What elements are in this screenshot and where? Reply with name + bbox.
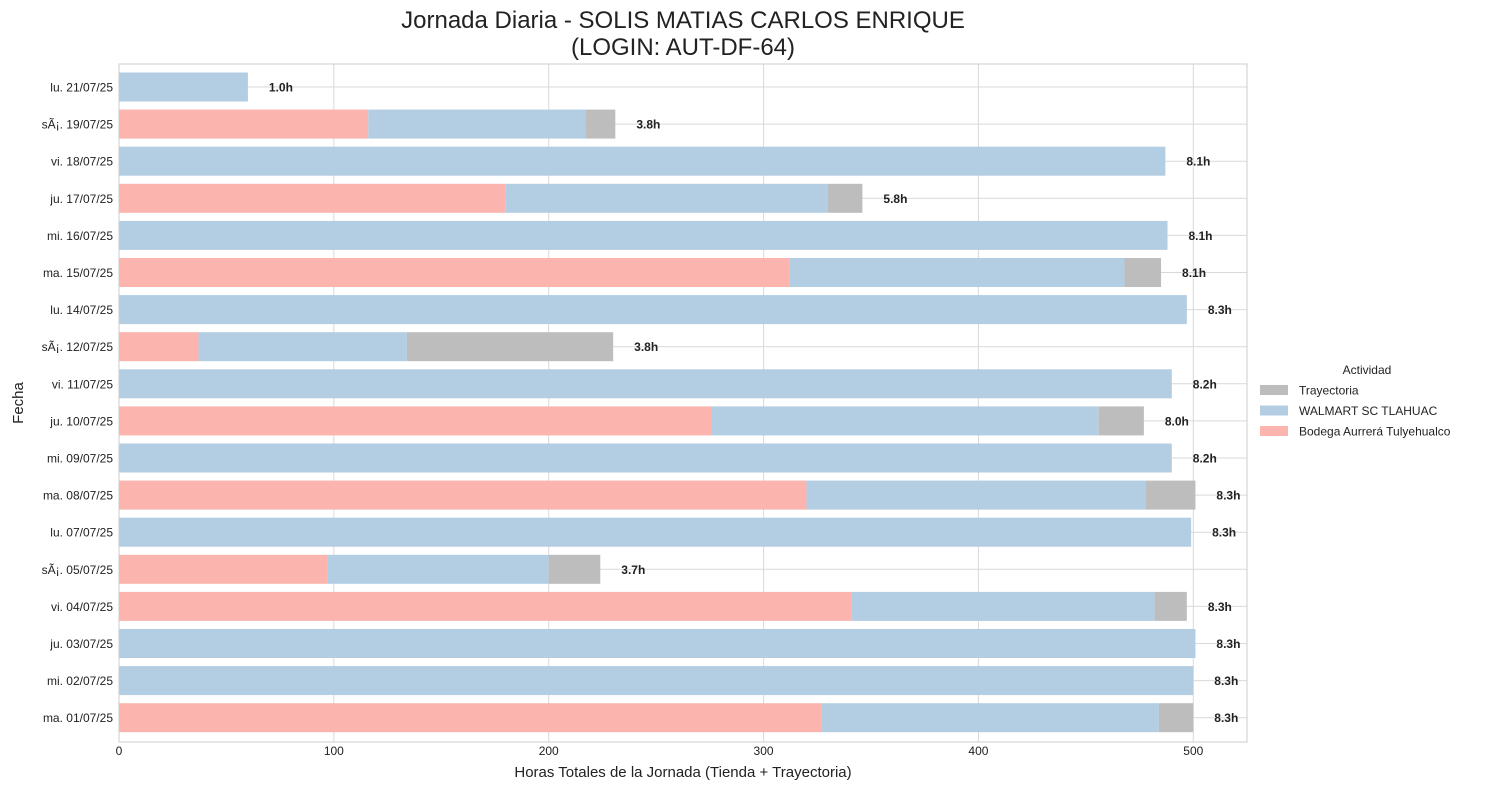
y-tick-label: vi. 04/07/25 (51, 600, 113, 614)
chart-title: Jornada Diaria - SOLIS MATIAS CARLOS ENR… (401, 7, 965, 34)
bar-segment (119, 629, 1196, 658)
bar-segment (198, 332, 407, 362)
y-tick-label: sÃ¡. 05/07/25 (42, 563, 114, 577)
bar-value-label: 8.2h (1193, 377, 1217, 391)
bar-segment (119, 295, 1187, 325)
bar-value-label: 8.3h (1216, 637, 1240, 651)
bar-segment (585, 109, 616, 139)
bar-value-label: 8.3h (1208, 303, 1232, 317)
bar-segment (828, 183, 863, 213)
bar-segment (119, 703, 822, 733)
bar-segment (1124, 258, 1162, 287)
bar-value-label: 8.3h (1212, 526, 1236, 540)
bar-segment (1158, 703, 1194, 733)
y-tick-label: ju. 17/07/25 (49, 192, 113, 206)
bar-value-label: 3.8h (636, 118, 660, 132)
bar-segment (119, 146, 1166, 176)
x-axis-label: Horas Totales de la Jornada (Tienda + Tr… (514, 764, 851, 781)
y-tick-label: ju. 03/07/25 (49, 637, 113, 651)
bar-segment (327, 554, 549, 584)
y-tick-label: ma. 01/07/25 (43, 711, 113, 725)
bar-value-label: 8.3h (1208, 600, 1232, 614)
legend: Actividad Trayectoria WALMART SC TLAHUAC B… (1260, 363, 1451, 439)
bar-value-label: 5.8h (883, 192, 907, 206)
x-tick-label: 0 (116, 744, 123, 758)
bar-value-label: 8.0h (1165, 414, 1189, 428)
bar-segment (119, 406, 713, 436)
y-tick-label: lu. 07/07/25 (50, 526, 113, 540)
bar-segment (406, 332, 614, 362)
bar-segment (119, 591, 852, 621)
bar-value-label: 8.3h (1214, 674, 1238, 688)
bar-value-label: 3.7h (621, 563, 645, 577)
bar-segment (119, 666, 1194, 696)
legend-entry-label: Trayectoria (1299, 384, 1359, 398)
x-tick-label: 500 (1183, 744, 1203, 758)
bar-segment (1154, 591, 1187, 621)
legend-swatch (1260, 405, 1288, 416)
bar-segment (119, 480, 807, 510)
bar-segment (368, 109, 586, 139)
bar-segment (712, 406, 1099, 436)
x-tick-label: 300 (754, 744, 774, 758)
bar-segment (806, 480, 1147, 510)
bar-segment (851, 591, 1155, 621)
y-tick-label: lu. 14/07/25 (50, 303, 113, 317)
bar-value-label: 8.2h (1193, 452, 1217, 466)
bar-segment (548, 554, 601, 584)
x-tick-label: 100 (324, 744, 344, 758)
legend-swatch (1260, 385, 1288, 395)
y-tick-label: mi. 16/07/25 (47, 229, 113, 243)
x-tick-label: 400 (968, 744, 988, 758)
y-tick-label: ju. 10/07/25 (49, 414, 113, 428)
y-tick-label: sÃ¡. 19/07/25 (42, 118, 114, 132)
bar-value-label: 3.8h (634, 340, 658, 354)
bar-segment (1146, 480, 1196, 510)
y-tick-label: vi. 11/07/25 (52, 377, 113, 391)
bar-segment (1098, 406, 1144, 436)
y-tick-label: vi. 18/07/25 (51, 155, 113, 169)
x-tick-label: 200 (539, 744, 559, 758)
bar-segment (119, 258, 790, 287)
y-tick-label: mi. 09/07/25 (47, 452, 113, 466)
legend-title: Actividad (1343, 363, 1392, 377)
bar-labels-group: 1.0h 3.8h 8.1h 5.8h 8.1h 8.1h 8.3h 3.8h 8.2h 8.0h… (269, 81, 1241, 726)
bar-segment (119, 72, 248, 102)
legend-swatch (1260, 426, 1288, 436)
bar-value-label: 8.3h (1214, 711, 1238, 725)
bar-segment (119, 332, 199, 362)
y-axis-label: Fecha (10, 382, 27, 424)
legend-entry-label: Bodega Aurrerá Tulyehualco (1299, 425, 1451, 439)
bar-value-label: 8.1h (1186, 155, 1210, 169)
bar-segment (119, 109, 369, 139)
legend-entry-label: WALMART SC TLAHUAC (1299, 404, 1438, 418)
bar-segment (119, 369, 1172, 399)
bar-value-label: 8.3h (1216, 489, 1240, 503)
plot-frame (118, 63, 1248, 743)
y-tick-label: mi. 02/07/25 (47, 674, 113, 688)
y-tick-label: ma. 08/07/25 (43, 489, 113, 503)
y-tick-label: lu. 21/07/25 (50, 81, 113, 95)
bar-value-label: 8.1h (1182, 266, 1206, 280)
bar-segment (119, 443, 1172, 473)
y-tick-label: ma. 15/07/25 (43, 266, 113, 280)
bar-segment (119, 554, 328, 584)
bars-group (119, 72, 1196, 733)
tick-labels-group: 0 100 200 300 400 500 lu. 21/07/25 sÃ¡. 19/07/2… (42, 81, 1204, 759)
chart-subtitle: (LOGIN: AUT-DF-64) (571, 34, 795, 61)
bar-segment (789, 258, 1125, 287)
bar-segment (119, 517, 1192, 547)
bar-segment (119, 183, 506, 213)
bar-segment (821, 703, 1159, 733)
bar-segment (119, 220, 1168, 250)
bar-value-label: 1.0h (269, 81, 293, 95)
bar-segment (505, 183, 829, 213)
bar-value-label: 8.1h (1189, 229, 1213, 243)
y-tick-label: sÃ¡. 12/07/25 (42, 340, 114, 354)
